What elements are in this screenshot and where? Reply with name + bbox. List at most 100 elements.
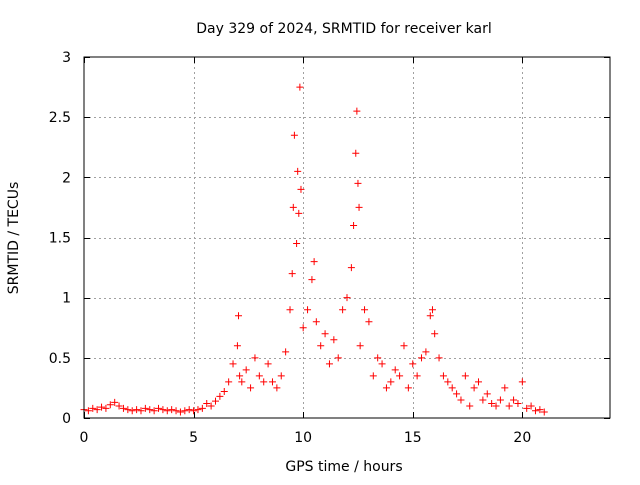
data-point: [176, 408, 184, 416]
data-point: [128, 407, 136, 415]
y-tick-label: 1.5: [49, 231, 71, 247]
data-point: [168, 406, 176, 414]
data-point: [343, 294, 351, 302]
data-point: [251, 354, 259, 362]
data-point: [355, 203, 363, 211]
data-point: [308, 276, 316, 284]
data-point: [391, 366, 399, 374]
x-tick-label: 0: [80, 430, 89, 446]
y-tick-labels: 0 0.5 1 1.5 2 2.5 3: [49, 50, 71, 427]
data-point: [297, 185, 305, 193]
data-point: [255, 372, 263, 380]
data-point: [510, 396, 518, 404]
data-point: [247, 384, 255, 392]
plot-frame: [83, 56, 611, 419]
data-point: [374, 354, 382, 362]
data-point: [260, 378, 268, 386]
y-tick-label: 0.5: [49, 351, 71, 367]
ticks-layer: [84, 57, 610, 419]
data-point: [133, 406, 141, 414]
data-point: [203, 400, 211, 408]
data-point: [235, 312, 243, 320]
data-point: [207, 402, 215, 410]
data-point: [102, 404, 110, 412]
data-point: [422, 348, 430, 356]
data-point: [288, 270, 296, 278]
data-point: [310, 258, 318, 266]
data-point: [479, 396, 487, 404]
data-point: [181, 407, 189, 415]
data-point: [304, 306, 312, 314]
data-point: [119, 404, 127, 412]
data-point: [531, 407, 539, 415]
data-point: [365, 318, 373, 326]
y-axis-label: SRMTID / TECUs: [6, 182, 22, 295]
data-point: [277, 372, 285, 380]
data-point: [470, 384, 478, 392]
data-point: [540, 408, 548, 416]
data-point: [361, 306, 369, 314]
data-point: [352, 149, 360, 157]
data-point: [111, 398, 119, 406]
data-points-layer: [80, 83, 548, 416]
data-point: [242, 366, 250, 374]
data-point: [216, 392, 224, 400]
data-point: [488, 400, 496, 408]
data-point: [238, 378, 246, 386]
data-point: [321, 330, 329, 338]
data-point: [457, 396, 465, 404]
data-point: [483, 390, 491, 398]
data-point: [198, 404, 206, 412]
data-point: [296, 83, 304, 91]
data-point: [268, 378, 276, 386]
y-tick-label: 2: [62, 170, 71, 186]
x-tick-label: 10: [294, 430, 312, 446]
data-point: [264, 360, 272, 368]
data-point: [514, 400, 522, 408]
data-point: [194, 406, 202, 414]
data-point: [400, 342, 408, 350]
data-point: [146, 406, 154, 414]
data-point: [212, 397, 219, 405]
data-point: [426, 312, 434, 320]
x-tick-label: 5: [189, 430, 198, 446]
data-point: [293, 240, 301, 248]
data-point: [84, 407, 92, 415]
data-point: [396, 372, 404, 380]
data-point: [369, 372, 377, 380]
data-point: [317, 342, 325, 350]
data-point: [387, 378, 395, 386]
y-tick-label: 2.5: [49, 110, 71, 126]
data-point: [229, 360, 237, 368]
data-point: [347, 264, 355, 272]
chart-title: Day 329 of 2024, SRMTID for receiver kar…: [196, 21, 492, 37]
data-point: [220, 388, 228, 396]
data-point: [523, 404, 531, 412]
y-tick-label: 1: [62, 291, 71, 307]
data-point: [273, 384, 281, 392]
data-point: [225, 378, 233, 386]
data-point: [137, 407, 145, 415]
data-point: [496, 396, 504, 404]
data-point: [409, 360, 417, 368]
data-point: [289, 203, 297, 211]
data-point: [444, 378, 452, 386]
data-point: [98, 403, 106, 411]
data-point: [106, 401, 114, 409]
data-point: [290, 131, 298, 139]
data-point: [356, 342, 364, 350]
data-point: [354, 179, 362, 187]
data-point: [294, 167, 302, 175]
data-point: [505, 402, 513, 410]
data-point: [536, 406, 544, 414]
data-point: [115, 402, 123, 410]
data-point: [453, 390, 461, 398]
data-point: [299, 324, 307, 332]
x-axis-label: GPS time / hours: [285, 459, 402, 475]
y-tick-label: 0: [62, 411, 71, 427]
data-point: [382, 384, 390, 392]
data-point: [150, 407, 158, 415]
data-point: [185, 406, 193, 414]
data-point: [378, 360, 386, 368]
